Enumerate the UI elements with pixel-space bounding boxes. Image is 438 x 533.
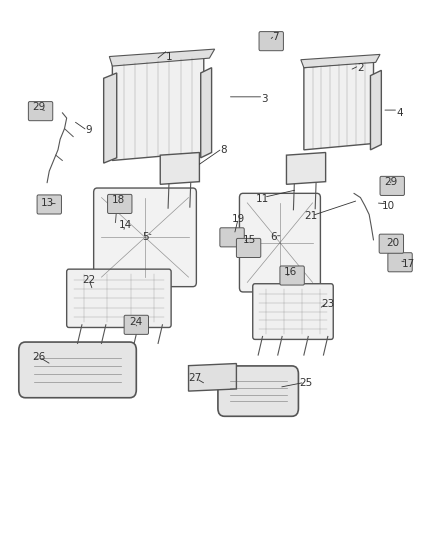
- Text: 13: 13: [40, 198, 54, 208]
- Text: 2: 2: [357, 63, 364, 72]
- Text: 18: 18: [112, 195, 126, 205]
- Text: 8: 8: [220, 145, 226, 155]
- Text: 22: 22: [82, 274, 95, 285]
- Text: 4: 4: [396, 108, 403, 118]
- Text: 17: 17: [402, 259, 415, 269]
- Text: 6: 6: [270, 232, 277, 243]
- FancyBboxPatch shape: [379, 234, 403, 253]
- Polygon shape: [113, 57, 204, 160]
- Polygon shape: [301, 54, 380, 68]
- FancyBboxPatch shape: [28, 102, 53, 120]
- Text: 26: 26: [32, 352, 45, 361]
- Polygon shape: [160, 152, 199, 184]
- Text: 3: 3: [261, 94, 268, 104]
- Text: 21: 21: [304, 211, 317, 221]
- FancyBboxPatch shape: [240, 193, 321, 292]
- Text: 14: 14: [119, 220, 132, 230]
- Text: 11: 11: [256, 193, 269, 204]
- FancyBboxPatch shape: [37, 195, 61, 214]
- FancyBboxPatch shape: [218, 366, 298, 416]
- Polygon shape: [188, 364, 237, 391]
- Text: 25: 25: [300, 378, 313, 388]
- FancyBboxPatch shape: [94, 188, 196, 287]
- Text: 7: 7: [272, 32, 279, 42]
- Polygon shape: [110, 49, 215, 66]
- FancyBboxPatch shape: [237, 238, 261, 257]
- FancyBboxPatch shape: [67, 269, 171, 327]
- Polygon shape: [371, 70, 381, 150]
- Polygon shape: [104, 73, 117, 163]
- Polygon shape: [201, 68, 212, 158]
- Text: 24: 24: [130, 317, 143, 327]
- Text: 15: 15: [243, 235, 256, 245]
- FancyBboxPatch shape: [388, 253, 412, 272]
- Text: 29: 29: [384, 176, 398, 187]
- FancyBboxPatch shape: [19, 342, 136, 398]
- Text: 27: 27: [188, 373, 201, 383]
- Polygon shape: [286, 152, 325, 184]
- Text: 20: 20: [386, 238, 399, 248]
- Text: 23: 23: [321, 298, 335, 309]
- Text: 16: 16: [284, 267, 297, 277]
- Text: 19: 19: [232, 214, 245, 224]
- FancyBboxPatch shape: [380, 176, 404, 196]
- FancyBboxPatch shape: [259, 31, 283, 51]
- FancyBboxPatch shape: [253, 284, 333, 340]
- Polygon shape: [304, 61, 374, 150]
- Text: 10: 10: [382, 200, 396, 211]
- Text: 1: 1: [166, 52, 172, 62]
- FancyBboxPatch shape: [220, 228, 244, 247]
- Text: 9: 9: [85, 125, 92, 135]
- FancyBboxPatch shape: [108, 195, 132, 214]
- FancyBboxPatch shape: [280, 266, 304, 285]
- Text: 29: 29: [32, 102, 45, 112]
- FancyBboxPatch shape: [124, 316, 148, 334]
- Text: 5: 5: [142, 232, 148, 243]
